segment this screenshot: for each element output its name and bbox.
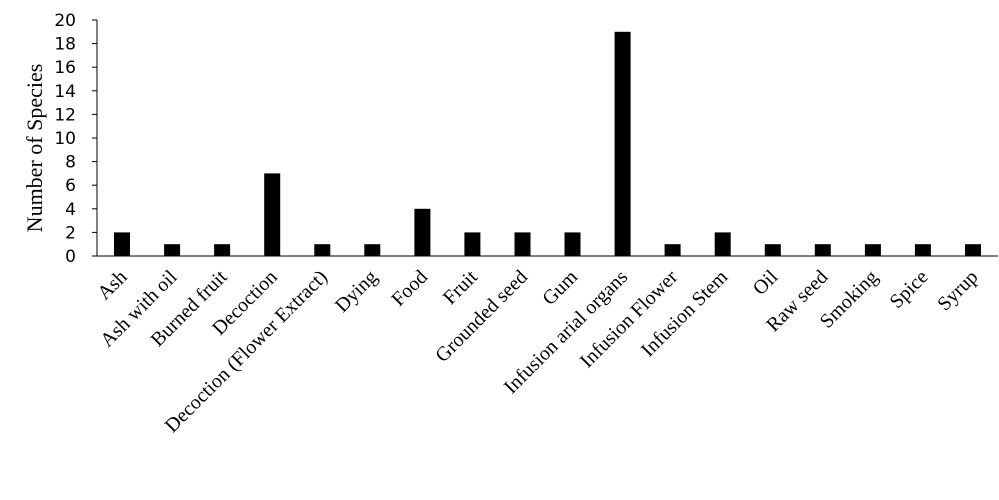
y-tick-label: 10 bbox=[54, 129, 76, 149]
y-tick-label: 12 bbox=[54, 105, 76, 125]
bar bbox=[614, 31, 631, 256]
bar bbox=[364, 244, 381, 256]
bar bbox=[414, 208, 431, 256]
bar bbox=[264, 173, 281, 256]
bar bbox=[464, 232, 481, 256]
y-tick-label: 14 bbox=[54, 82, 76, 102]
bar bbox=[914, 244, 931, 256]
bar bbox=[514, 232, 531, 256]
y-tick-label: 6 bbox=[65, 176, 76, 196]
x-tick-label: Ash bbox=[93, 266, 131, 304]
x-tick-label: Food bbox=[387, 266, 432, 311]
y-tick-label: 0 bbox=[65, 247, 76, 267]
y-tick-label: 18 bbox=[54, 35, 76, 55]
x-tick-label: Dying bbox=[331, 266, 382, 317]
x-tick-label: Oil bbox=[749, 266, 783, 300]
bars bbox=[114, 31, 981, 256]
x-tick-label: Gum bbox=[538, 266, 582, 310]
bar bbox=[664, 244, 681, 256]
x-tick-label: Spice bbox=[885, 266, 932, 313]
x-tick-label: Syrup bbox=[933, 266, 982, 315]
y-tick-label: 4 bbox=[65, 200, 76, 220]
y-tick-label: 20 bbox=[54, 11, 76, 31]
bar bbox=[214, 244, 231, 256]
bar bbox=[314, 244, 331, 256]
y-tick-label: 16 bbox=[54, 58, 76, 78]
x-tick-label: Fruit bbox=[439, 266, 482, 309]
y-axis-title: Number of Species bbox=[22, 64, 47, 233]
y-tick-label: 8 bbox=[65, 153, 76, 173]
bar bbox=[114, 232, 130, 256]
bar bbox=[814, 244, 831, 256]
bar bbox=[764, 244, 781, 256]
y-axis: 0 2 4 6 8 10 12 14 16 18 20 bbox=[54, 11, 98, 267]
bar bbox=[714, 232, 731, 256]
y-tick-label: 2 bbox=[65, 223, 76, 243]
bar bbox=[864, 244, 881, 256]
bar bbox=[965, 244, 981, 256]
bar bbox=[564, 232, 581, 256]
bar bbox=[164, 244, 181, 256]
x-tick-label: Grounded seed bbox=[431, 266, 532, 367]
